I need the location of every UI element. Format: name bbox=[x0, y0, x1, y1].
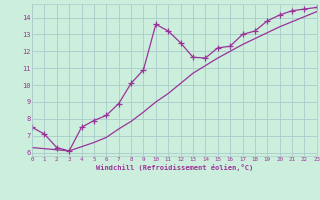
X-axis label: Windchill (Refroidissement éolien,°C): Windchill (Refroidissement éolien,°C) bbox=[96, 164, 253, 171]
